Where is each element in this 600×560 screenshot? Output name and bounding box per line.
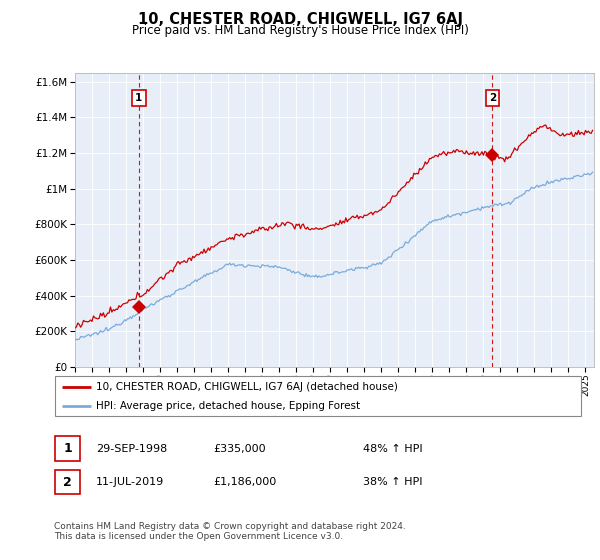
FancyBboxPatch shape xyxy=(55,376,581,417)
Text: 10, CHESTER ROAD, CHIGWELL, IG7 6AJ (detached house): 10, CHESTER ROAD, CHIGWELL, IG7 6AJ (det… xyxy=(96,381,398,391)
Text: HPI: Average price, detached house, Epping Forest: HPI: Average price, detached house, Eppi… xyxy=(96,401,361,411)
Text: 1: 1 xyxy=(135,93,142,103)
Text: £335,000: £335,000 xyxy=(213,444,266,454)
Text: 29-SEP-1998: 29-SEP-1998 xyxy=(96,444,167,454)
Text: 38% ↑ HPI: 38% ↑ HPI xyxy=(363,477,422,487)
FancyBboxPatch shape xyxy=(55,470,80,494)
Text: Contains HM Land Registry data © Crown copyright and database right 2024.
This d: Contains HM Land Registry data © Crown c… xyxy=(54,522,406,542)
Text: Price paid vs. HM Land Registry's House Price Index (HPI): Price paid vs. HM Land Registry's House … xyxy=(131,24,469,37)
Text: 2: 2 xyxy=(489,93,496,103)
Text: 10, CHESTER ROAD, CHIGWELL, IG7 6AJ: 10, CHESTER ROAD, CHIGWELL, IG7 6AJ xyxy=(137,12,463,27)
Text: 11-JUL-2019: 11-JUL-2019 xyxy=(96,477,164,487)
Text: 48% ↑ HPI: 48% ↑ HPI xyxy=(363,444,422,454)
Text: £1,186,000: £1,186,000 xyxy=(213,477,276,487)
FancyBboxPatch shape xyxy=(55,436,80,461)
Text: 2: 2 xyxy=(63,475,72,489)
Text: 1: 1 xyxy=(63,442,72,455)
